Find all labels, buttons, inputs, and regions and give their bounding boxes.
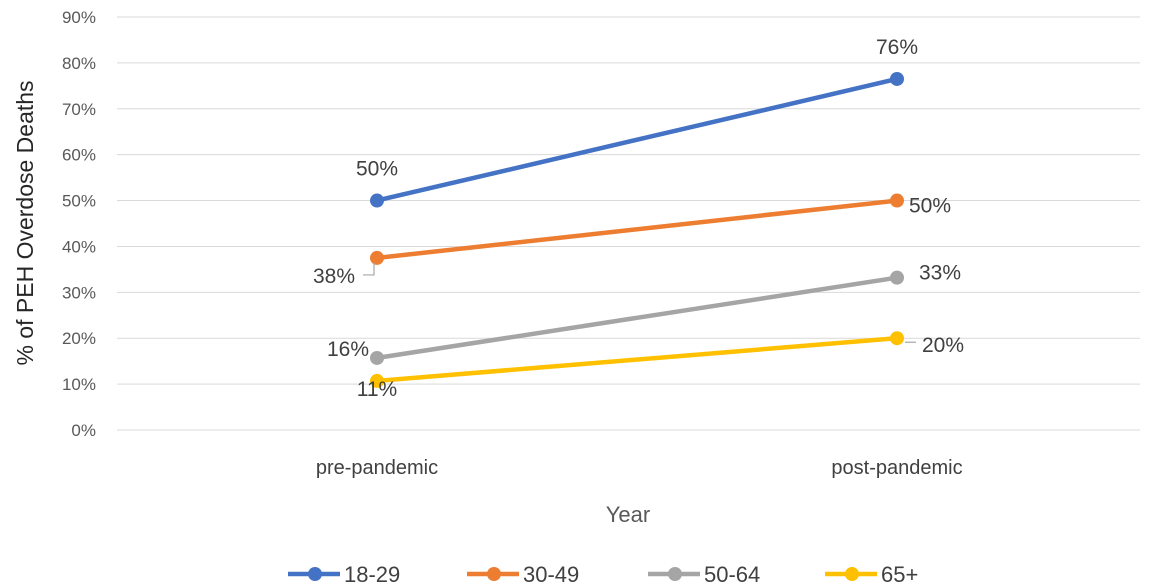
y-axis-ticks: 0% 10% 20% 30% 40% 50% 60% 70% 80% 90%: [62, 8, 96, 440]
series-line-65+: [374, 335, 900, 384]
y-axis-title: % of PEH Overdose Deaths: [12, 80, 38, 365]
legend-label: 18-29: [344, 562, 400, 587]
x-axis-categories: pre-pandemic post-pandemic: [316, 457, 963, 479]
legend: 18-29 30-49 50-64 65+: [288, 562, 918, 587]
y-tick-label: 60%: [62, 146, 96, 165]
legend-label: 30-49: [523, 562, 579, 587]
data-label: 16%: [327, 338, 369, 361]
data-label: 11%: [357, 378, 397, 401]
leader-line: [363, 262, 375, 276]
series-line-50-64: [374, 275, 900, 361]
data-point: [890, 270, 904, 285]
y-tick-label: 50%: [62, 192, 96, 211]
y-tick-label: 70%: [62, 100, 96, 119]
data-label: 38%: [313, 265, 355, 288]
data-point: [370, 373, 384, 388]
y-tick-label: 90%: [62, 8, 96, 27]
y-tick-label: 0%: [71, 421, 96, 440]
legend-label: 50-64: [704, 562, 760, 587]
data-label: 50%: [909, 195, 951, 218]
gridlines: [117, 16, 1140, 431]
legend-marker: [668, 567, 682, 581]
x-axis-title: Year: [606, 502, 650, 527]
y-tick-label: 40%: [62, 237, 96, 256]
y-tick-label: 80%: [62, 54, 96, 73]
data-label: 50%: [356, 158, 398, 181]
x-tick-label: pre-pandemic: [316, 457, 438, 479]
series-line-18-29: [374, 76, 900, 203]
legend-marker: [487, 567, 501, 581]
data-label: 33%: [919, 262, 961, 285]
x-tick-label: post-pandemic: [831, 457, 962, 479]
data-label: 76%: [876, 36, 918, 59]
data-point: [890, 331, 904, 346]
y-tick-label: 30%: [62, 283, 96, 302]
data-point: [370, 250, 384, 265]
legend-marker: [845, 567, 859, 581]
data-point: [370, 193, 384, 208]
y-tick-label: 10%: [62, 375, 96, 394]
data-point: [370, 350, 384, 365]
series-lines: [370, 71, 904, 388]
data-point: [890, 193, 904, 208]
data-label: 20%: [922, 334, 964, 357]
data-labels: 50% 76% 38% 50% 16% 33% 11% 20%: [313, 36, 964, 401]
series-line-30-49: [374, 198, 900, 261]
legend-label: 65+: [881, 562, 918, 587]
legend-marker: [308, 567, 322, 581]
y-tick-label: 20%: [62, 329, 96, 348]
data-point: [890, 71, 904, 86]
